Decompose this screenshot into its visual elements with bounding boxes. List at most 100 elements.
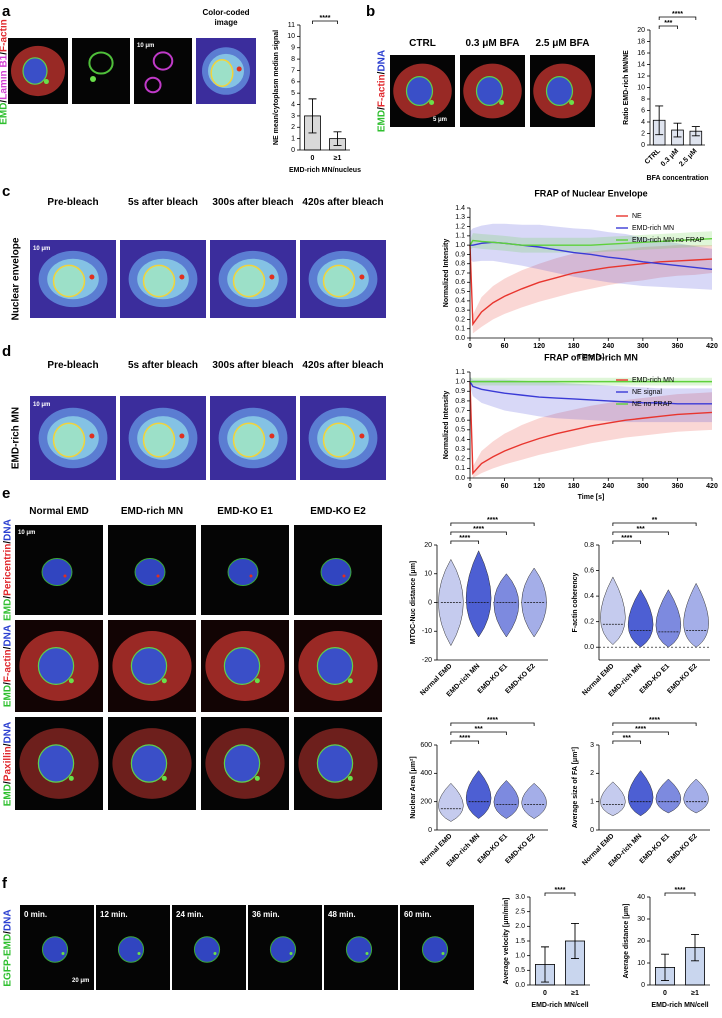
micronucleus: [90, 76, 96, 82]
column-header: Pre-bleach: [47, 197, 99, 208]
y-tick-label: 0.0: [455, 335, 465, 342]
significance-label: ***: [637, 526, 645, 533]
x-tick-label: 180: [568, 343, 580, 350]
image-tile: [196, 38, 256, 104]
time-label: 12 min.: [100, 910, 128, 919]
nucleus: [41, 936, 69, 963]
nucleus: [117, 936, 145, 963]
significance-label: ****: [649, 717, 660, 724]
y-tick-label: 10: [424, 571, 432, 578]
panel-letter: f: [2, 875, 8, 892]
micronucleus: [359, 274, 365, 280]
micronucleus: [156, 574, 160, 578]
y-tick-label: 0.5: [515, 967, 525, 974]
error-band: [470, 235, 712, 334]
nucleus: [41, 558, 73, 586]
image-tile: [210, 240, 296, 318]
y-tick-label: 14: [637, 61, 645, 68]
y-tick-label: 0.5: [455, 288, 465, 295]
channel-part: /: [2, 646, 14, 650]
y-axis-label: Ratio EMD-rich MN/NE: [623, 50, 630, 125]
y-tick-label: 1: [291, 135, 295, 142]
y-tick-label: 11: [288, 22, 295, 29]
image-tile: [530, 55, 595, 127]
image-tile: [20, 905, 94, 990]
x-tick-label: 0: [468, 343, 472, 350]
scale-bar-label: 20 μm: [72, 978, 90, 984]
nucleus: [193, 936, 221, 963]
y-tick-label: 8: [291, 56, 295, 63]
nucleus: [37, 744, 75, 783]
y-tick-label: 2: [590, 770, 594, 777]
significance-bracket: [658, 16, 697, 20]
significance-label: ****: [672, 11, 683, 18]
nucleus: [134, 558, 166, 586]
y-tick-label: 1.2: [455, 223, 465, 230]
error-bar: [333, 131, 342, 146]
significance-bracket: [658, 25, 678, 29]
y-tick-label: 5: [291, 90, 295, 97]
column-header: Normal EMD: [29, 506, 89, 517]
micronucleus: [161, 678, 167, 684]
significance-label: ****: [459, 735, 470, 742]
panel-letter: b: [366, 3, 375, 20]
y-tick-label: 0.6: [455, 417, 465, 424]
violin: [655, 589, 681, 648]
nucleus: [421, 936, 449, 963]
y-tick-label: 0.2: [455, 316, 465, 323]
micronucleus: [236, 66, 242, 72]
legend-label: EMD-rich MN no FRAP: [632, 237, 705, 244]
y-tick-label: 400: [420, 770, 432, 777]
time-label: 36 min.: [252, 910, 280, 919]
panel-letter: e: [2, 485, 10, 502]
y-tick-label: 0.4: [455, 298, 465, 305]
significance-label: ****: [635, 726, 646, 733]
image-tile: [72, 38, 130, 104]
column-header: 5s after bleach: [127, 197, 199, 208]
significance-bracket: [450, 740, 480, 744]
x-tick-label: 60: [501, 483, 509, 490]
image-tile: [460, 55, 525, 127]
nucleus: [37, 646, 75, 685]
image-tile: [8, 38, 68, 104]
y-tick-label: 0.5: [455, 427, 465, 434]
micronucleus: [269, 433, 275, 439]
significance-bracket: [450, 731, 507, 735]
column-header: 2.5 μM BFA: [535, 38, 590, 49]
image-bg: [134, 38, 192, 104]
nucleus: [223, 744, 261, 783]
x-axis-label: EMD-rich MN/cell: [651, 1002, 708, 1009]
significance-label: ****: [459, 535, 470, 542]
nucleus: [545, 75, 574, 106]
micronucleus: [179, 274, 185, 280]
x-tick-label: 0: [543, 990, 547, 997]
micronucleus: [365, 952, 369, 955]
y-axis-label: Average size of FA [μm²]: [572, 747, 579, 828]
x-tick-label: ≥1: [334, 155, 342, 162]
micronucleus: [61, 952, 65, 955]
x-tick-label: 360: [672, 483, 684, 490]
x-tick-label: ≥1: [571, 990, 579, 997]
column-header: EMD-KO E1: [217, 506, 273, 517]
y-axis-label: Average velocity [μm/min]: [503, 898, 510, 985]
channel-part: Paxillin: [2, 745, 14, 781]
channel-part: F-actin: [2, 649, 14, 683]
channel-part: /: [2, 682, 14, 685]
image-tile: [172, 905, 246, 990]
scale-bar-label: 10 μm: [18, 530, 36, 536]
y-tick-label: 1.3: [455, 214, 465, 221]
significance-bracket: [612, 522, 697, 526]
x-tick-label: 120: [533, 483, 545, 490]
image-tile: [30, 240, 116, 318]
y-tick-label: 12: [637, 73, 645, 80]
y-tick-label: 0.9: [455, 251, 465, 258]
image-tile: [201, 525, 289, 615]
time-label: 60 min.: [404, 910, 432, 919]
y-tick-label: 2: [291, 124, 295, 131]
y-tick-label: 0.6: [455, 279, 465, 286]
y-tick-label: 0: [641, 142, 645, 149]
y-tick-label: 0.3: [455, 307, 465, 314]
micronucleus: [68, 775, 74, 781]
significance-label: ****: [487, 517, 498, 524]
y-tick-label: 20: [637, 27, 645, 34]
